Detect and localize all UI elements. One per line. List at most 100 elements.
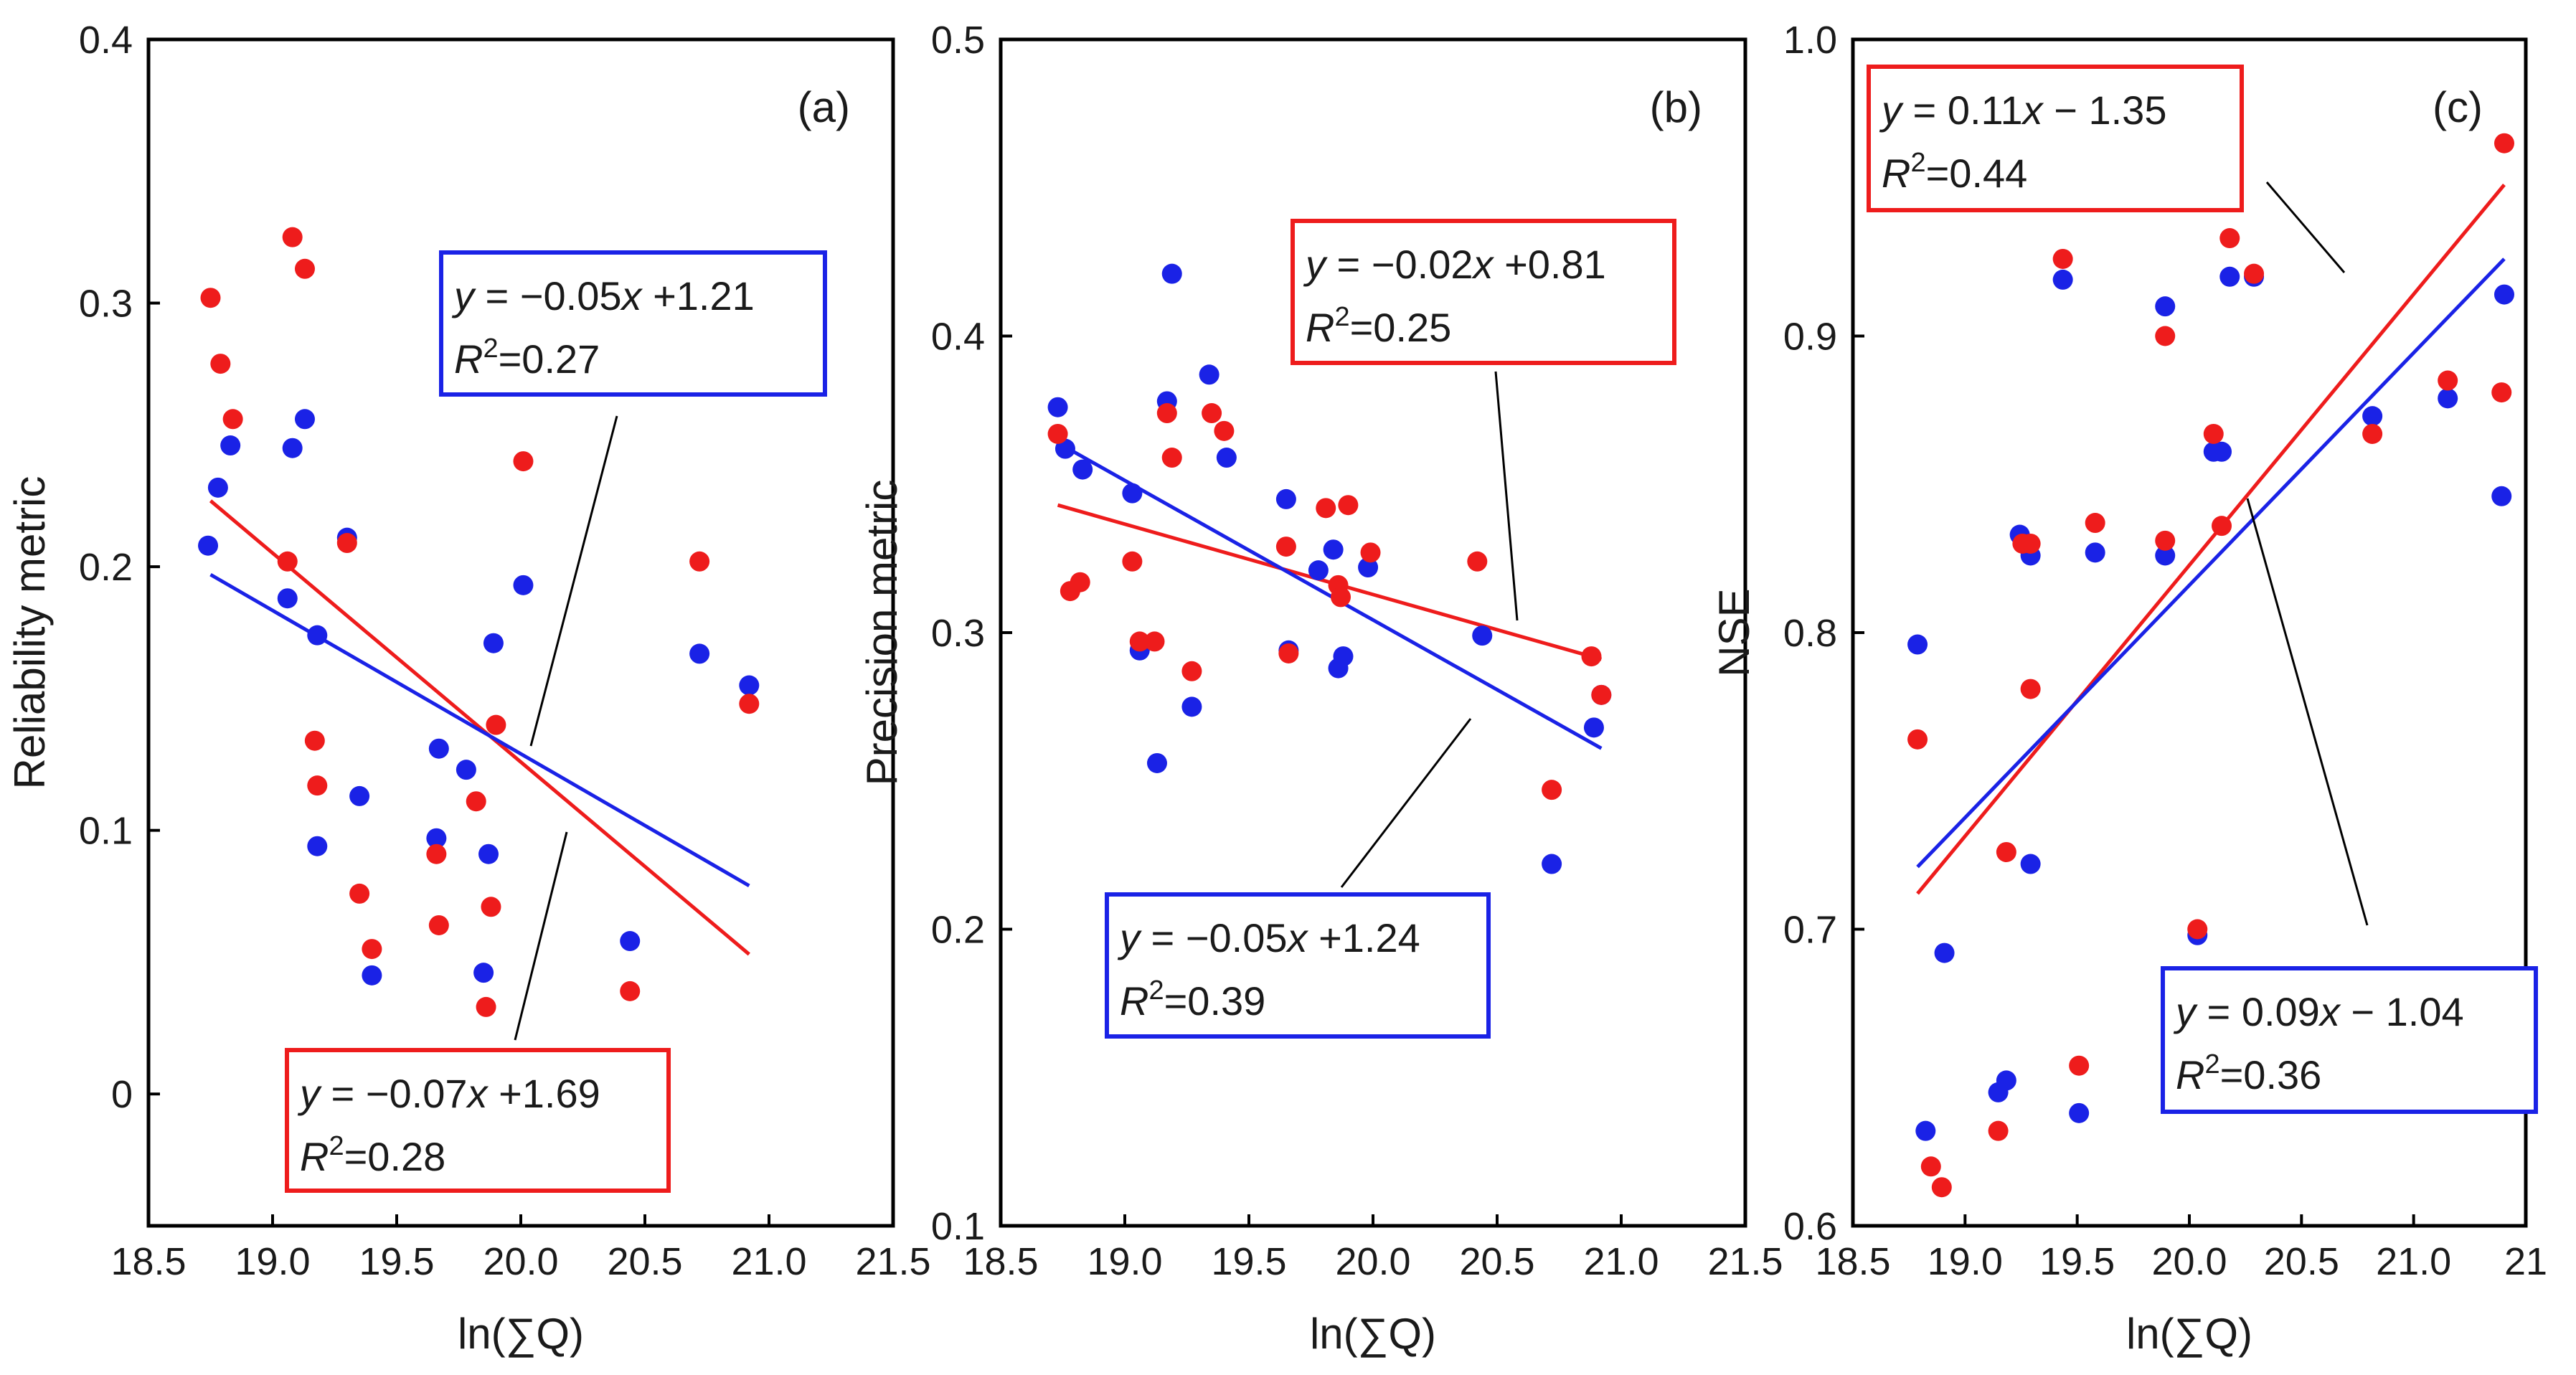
annotation-box (1105, 892, 1491, 1039)
data-point-red (1214, 420, 1235, 441)
x-axis-label: ln(∑Q) (1310, 1310, 1436, 1358)
data-point-red (1047, 423, 1068, 444)
data-point-blue (2085, 542, 2105, 563)
data-point-blue (2362, 406, 2383, 427)
data-point-red (2155, 530, 2176, 551)
data-point-blue (207, 477, 228, 498)
data-point-red (1278, 643, 1299, 663)
y-tick-label: 0.6 (1783, 1205, 1837, 1248)
regression-equation: y = −0.02x +0.81 (1303, 242, 1606, 287)
leader-line (1494, 371, 1519, 621)
data-point-blue (1047, 397, 1068, 417)
leader-line (2246, 498, 2369, 926)
data-point-blue (2219, 266, 2240, 287)
data-point-red (2494, 133, 2514, 153)
data-point-red (304, 730, 325, 751)
data-point-blue (307, 625, 328, 646)
x-tick-label: 19.5 (359, 1240, 434, 1283)
data-point-blue (1934, 942, 1955, 963)
data-point-blue (620, 931, 641, 952)
data-point-blue (1181, 696, 1202, 717)
data-point-blue (294, 409, 315, 430)
data-point-red (1070, 572, 1090, 592)
panel-c: 18.5 19.0 19.5 20.0 20.5 21.0 21 0.6 0.7 0.8 0.9 1.… (1710, 19, 2547, 1358)
y-tick-label: 0.4 (79, 19, 133, 62)
x-tick-label: 20.5 (2264, 1240, 2339, 1283)
y-tick-label: 1.0 (1783, 19, 1837, 62)
x-tick-label: 20.5 (1459, 1240, 1534, 1283)
annotation-box (1291, 219, 1676, 365)
data-point-blue (478, 844, 499, 864)
data-point-red (277, 551, 298, 572)
data-point-blue (1358, 557, 1379, 578)
regression-equation: y = −0.05x +1.24 (1117, 915, 1420, 960)
fit-line-blue (209, 572, 750, 888)
panel-label: (c) (2433, 83, 2483, 131)
data-point-red (1467, 551, 1488, 572)
data-point-blue (2069, 1102, 2090, 1123)
y-tick-label: 0.8 (1783, 612, 1837, 655)
x-tick-label: 20.0 (1335, 1240, 1410, 1283)
data-point-red (426, 844, 447, 864)
annotation-box (439, 250, 827, 397)
y-tick-label: 0.5 (931, 19, 985, 62)
plot-frame (999, 37, 1747, 1228)
plot-frame (146, 37, 895, 1228)
panel-b: 18.5 19.0 19.5 20.0 20.5 21.0 21.50.10.20.30.4… (858, 19, 1783, 1358)
r-squared: R2=0.44 (1882, 148, 2027, 196)
regression-annotation-red: y = 0.11x − 1.35 R2=0.44 (1867, 65, 2244, 212)
data-point-red (2219, 228, 2240, 249)
y-tick-label: 0.9 (1783, 316, 1837, 359)
data-point-red (466, 791, 486, 812)
data-point-blue (277, 588, 298, 609)
data-point-blue (739, 675, 760, 696)
data-point-blue (2020, 854, 2041, 874)
data-point-red (1122, 551, 1143, 572)
data-point-blue (1996, 1070, 2016, 1091)
x-axis-label: ln(∑Q) (2126, 1310, 2252, 1358)
data-point-red (1129, 631, 1150, 652)
leader-line (529, 415, 618, 747)
regression-annotation-blue: y = −0.05x +1.24 R2=0.39 (1105, 892, 1491, 1039)
data-point-red (1316, 498, 1336, 519)
data-point-red (2491, 382, 2512, 403)
x-tick-label: 21 (2504, 1240, 2547, 1283)
x-tick-label: 19.0 (1928, 1240, 2003, 1283)
data-point-blue (1542, 854, 1562, 874)
leader-line (514, 831, 568, 1041)
data-point-red (1161, 448, 1182, 468)
regression-annotation-blue: y = 0.09x − 1.04 R2=0.36 (2161, 966, 2538, 1114)
x-tick-label: 19.5 (1211, 1240, 1286, 1283)
data-point-red (2187, 919, 2208, 940)
data-point-red (1591, 684, 1612, 705)
data-point-blue (473, 963, 494, 983)
x-tick-label: 21.5 (1707, 1240, 1783, 1283)
y-tick-label: 0.3 (931, 612, 985, 655)
data-point-blue (1308, 560, 1329, 581)
data-point-blue (1915, 1120, 1936, 1141)
r-squared: R2=0.39 (1120, 975, 1265, 1024)
data-point-red (1144, 631, 1165, 652)
data-point-red (2362, 423, 2383, 444)
data-point-blue (2494, 284, 2514, 305)
data-point-red (1920, 1156, 1941, 1177)
data-point-blue (1161, 263, 1182, 284)
data-point-red (2212, 516, 2232, 537)
data-point-blue (1333, 646, 1354, 667)
annotation-box (1867, 65, 2244, 212)
y-tick-label: 0.1 (79, 810, 133, 853)
data-point-blue (2212, 441, 2232, 462)
annotation-box (285, 1048, 671, 1193)
data-point-blue (513, 575, 534, 595)
panel-label: (b) (1650, 83, 1702, 131)
data-point-blue (220, 435, 241, 456)
x-axis-label: ln(∑Q) (458, 1310, 584, 1358)
regression-equation: y = −0.05x +1.21 (451, 273, 755, 318)
data-point-red (1275, 537, 1296, 557)
data-point-red (200, 288, 221, 308)
data-point-red (282, 227, 303, 247)
data-point-red (620, 981, 641, 1001)
data-point-blue (1275, 488, 1296, 509)
data-point-red (222, 409, 243, 430)
y-axis-label: Reliability metric (6, 476, 54, 790)
